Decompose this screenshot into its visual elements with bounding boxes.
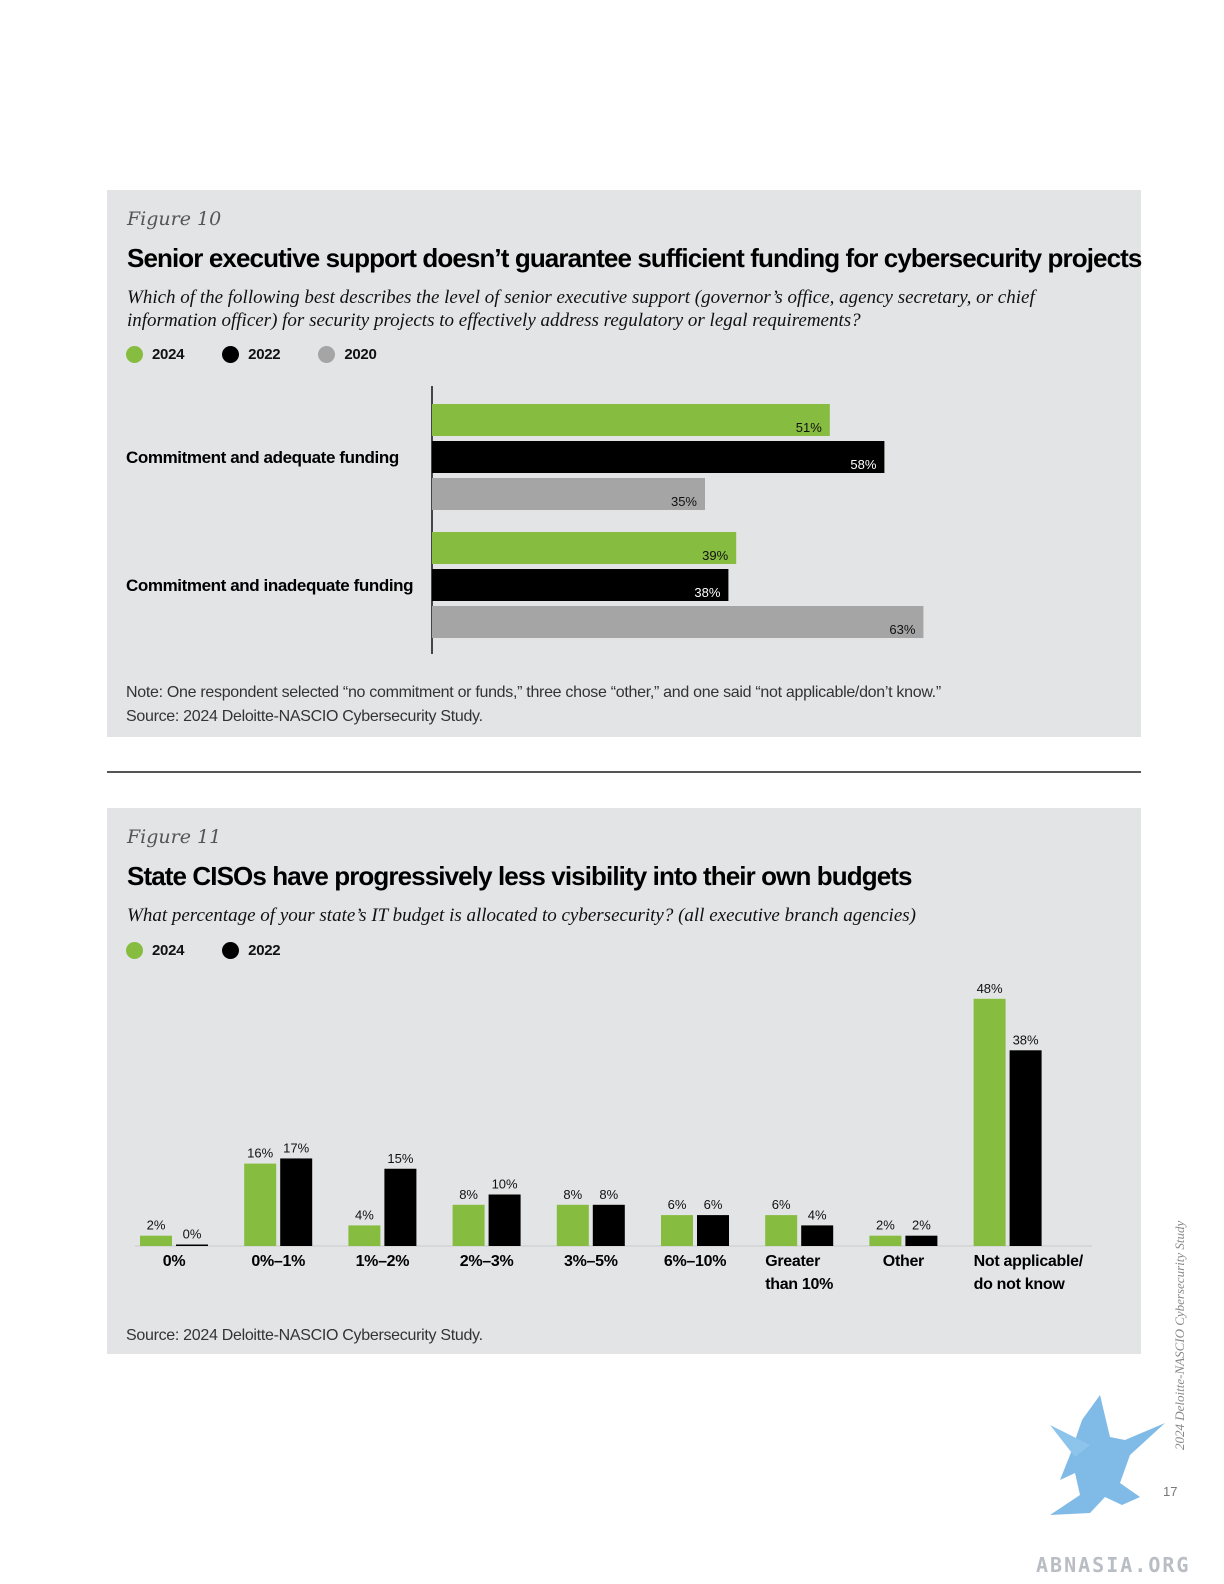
legend-dot-2024 (126, 942, 143, 959)
data-label: 63% (889, 622, 915, 637)
data-label: 58% (850, 457, 876, 472)
figure-10-chart: Commitment and adequate funding 51% 58% 35%… (126, 386, 924, 654)
category-label: 0% (163, 1253, 186, 1270)
bar-2022 (432, 441, 885, 473)
legend-dot-2024 (126, 346, 143, 363)
bar-2022 (592, 1204, 625, 1246)
category-label: Not applicable/ (974, 1253, 1084, 1270)
figure-source: Source: 2024 Deloitte-NASCIO Cybersecuri… (126, 708, 483, 725)
bar-2024 (869, 1235, 902, 1246)
legend-label: 2024 (152, 346, 185, 363)
figure-question: What percentage of your state’s IT budge… (127, 905, 916, 926)
data-label: 6% (668, 1197, 687, 1212)
data-label: 10% (492, 1177, 518, 1192)
legend-item-2022: 2022 (222, 942, 281, 959)
figure-10-panel: Figure 10 Senior executive support doesn… (107, 190, 1142, 737)
bar-2022 (801, 1225, 834, 1246)
data-label: 35% (671, 494, 697, 509)
legend-label: 2020 (344, 346, 377, 363)
data-label: 15% (387, 1151, 413, 1166)
data-label: 8% (563, 1187, 582, 1202)
bar-2024 (244, 1163, 277, 1246)
bar-2022 (905, 1235, 938, 1246)
figure-11-panel: Figure 11 State CISOs have progressively… (107, 808, 1141, 1354)
data-label: 39% (702, 548, 728, 563)
data-label: 4% (355, 1207, 374, 1222)
bar-2024 (452, 1204, 485, 1246)
bar-2022 (176, 1244, 208, 1246)
legend-item-2024: 2024 (126, 346, 184, 363)
legend-label: 2022 (248, 346, 281, 363)
legend-item-2020: 2020 (318, 346, 377, 363)
category-label: Greater (765, 1253, 820, 1270)
figure-label: Figure 11 (127, 826, 222, 848)
category-label: 2%–3% (460, 1253, 514, 1270)
bar-2022 (384, 1168, 417, 1246)
bar-2022 (432, 569, 729, 601)
legend-item-2024: 2024 (126, 942, 184, 959)
category-label: Commitment and inadequate funding (126, 576, 413, 595)
section-divider (107, 771, 1141, 773)
figure-title: State CISOs have progressively less visi… (127, 861, 912, 891)
data-label: 2% (147, 1218, 166, 1233)
bar-2022 (280, 1158, 313, 1246)
category-label: 3%–5% (564, 1253, 618, 1270)
legend: 2024 2022 2020 (126, 346, 377, 363)
category-label: than 10% (765, 1276, 833, 1293)
category-label: Commitment and adequate funding (126, 448, 399, 467)
bar-2024 (661, 1215, 693, 1246)
bar-2020 (432, 606, 924, 638)
data-label: 17% (283, 1140, 309, 1155)
legend-dot-2022 (222, 942, 240, 959)
data-label: 2% (912, 1218, 931, 1233)
legend-dot-2022 (222, 346, 240, 363)
data-label: 2% (876, 1218, 895, 1233)
bar-2020 (432, 478, 705, 510)
data-label: 8% (599, 1187, 618, 1202)
legend: 2024 2022 (126, 942, 281, 959)
category-label: do not know (974, 1276, 1066, 1293)
side-running-title: 2024 Deloitte-NASCIO Cybersecurity Study (1172, 1220, 1187, 1450)
category-label: Other (883, 1253, 924, 1270)
figure-note: Note: One respondent selected “no commit… (126, 684, 941, 701)
bar-2024 (556, 1204, 589, 1246)
bar-2022 (488, 1194, 521, 1246)
legend-item-2022: 2022 (222, 346, 281, 363)
category-label: 6%–10% (664, 1253, 726, 1270)
page-number: 17 (1163, 1484, 1178, 1499)
bar-2024 (973, 998, 1006, 1246)
data-label: 38% (694, 585, 720, 600)
legend-dot-2020 (318, 346, 336, 363)
bar-2022 (1009, 1050, 1042, 1246)
bar-2024 (432, 404, 830, 436)
bar-2024 (348, 1225, 381, 1246)
data-label: 38% (1013, 1032, 1039, 1047)
data-label: 8% (459, 1187, 478, 1202)
figure-label: Figure 10 (127, 208, 222, 230)
data-label: 0% (183, 1227, 202, 1242)
data-label: 6% (772, 1197, 791, 1212)
watermark-text: ABNASIA.ORG (1036, 1553, 1191, 1577)
category-label: 0%–1% (251, 1253, 305, 1270)
griffin-logo-icon (1050, 1395, 1165, 1515)
bar-2022 (697, 1215, 729, 1246)
category-label: 1%–2% (356, 1253, 410, 1270)
figure-11-chart: 2% 0% 0% 16% 17% 0%–1% 4% 15% 1%–2% 8% 10% 2%–3% 8% 8… (135, 981, 1092, 1293)
figure-question: Which of the following best describes th… (127, 287, 1035, 331)
legend-label: 2022 (248, 942, 281, 959)
data-label: 16% (247, 1146, 273, 1161)
figure-source: Source: 2024 Deloitte-NASCIO Cybersecuri… (126, 1327, 483, 1344)
legend-label: 2024 (152, 942, 185, 959)
bar-2024 (140, 1235, 172, 1246)
bar-2024 (765, 1215, 798, 1246)
data-label: 4% (808, 1207, 827, 1222)
data-label: 6% (704, 1197, 723, 1212)
bar-2024 (432, 532, 737, 564)
figure-title: Senior executive support doesn’t guarant… (127, 243, 1142, 273)
data-label: 48% (977, 981, 1003, 996)
data-label: 51% (796, 420, 822, 435)
